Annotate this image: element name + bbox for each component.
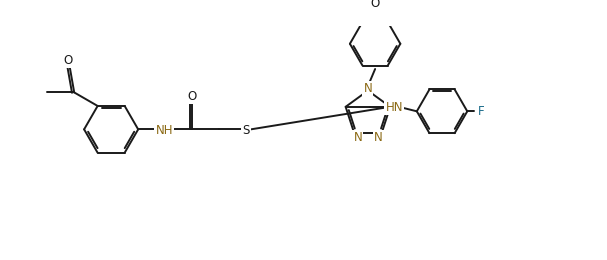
Text: O: O [188, 89, 197, 102]
Text: N: N [353, 131, 362, 144]
Text: F: F [478, 105, 485, 118]
Text: HN: HN [385, 101, 403, 114]
Text: NH: NH [155, 124, 173, 137]
Text: O: O [370, 0, 380, 10]
Text: N: N [374, 131, 382, 144]
Text: S: S [243, 124, 250, 137]
Text: O: O [63, 54, 72, 67]
Text: N: N [364, 82, 372, 95]
